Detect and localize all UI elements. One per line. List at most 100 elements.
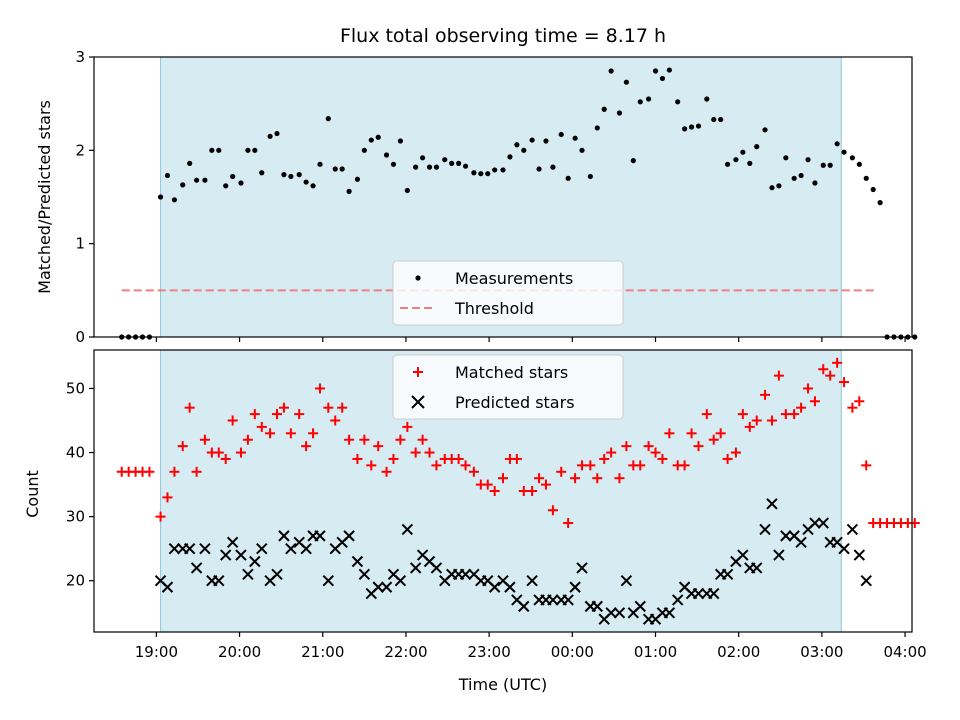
data-point [164, 172, 171, 179]
cross-marker-b [387, 568, 400, 581]
data-point [809, 517, 821, 529]
data-point [854, 396, 865, 407]
x-tick-label: 00:00 [551, 643, 594, 661]
data-point [285, 542, 297, 555]
data-point [317, 161, 323, 167]
data-point [226, 536, 239, 548]
data-point [616, 110, 623, 116]
data-point [161, 581, 174, 593]
data-point [235, 447, 246, 458]
data-point [666, 67, 672, 73]
data-point [404, 187, 410, 194]
data-point [390, 161, 397, 167]
cross-marker-b [401, 523, 414, 536]
data-point [733, 157, 739, 163]
data-point [433, 164, 440, 170]
data-point [373, 441, 384, 452]
data-point [256, 421, 267, 432]
data-point [613, 607, 626, 619]
y-tick-label: 50 [66, 379, 85, 397]
data-point [796, 402, 807, 413]
data-point [310, 183, 316, 189]
data-point [637, 99, 643, 105]
cross-marker-b [358, 568, 371, 581]
data-point [351, 555, 364, 568]
data-point [834, 141, 840, 147]
data-point [459, 568, 472, 581]
data-point [747, 160, 753, 166]
data-point [442, 157, 448, 163]
data-point [870, 186, 876, 193]
data-point [832, 357, 843, 368]
data-point [693, 441, 704, 452]
data-point [751, 415, 762, 426]
data-point [180, 182, 186, 188]
data-point [278, 402, 289, 413]
data-point [759, 523, 771, 536]
data-point [518, 600, 530, 613]
cross-marker-b [409, 562, 422, 574]
data-point [424, 447, 435, 458]
x-tick-label: 04:00 [883, 643, 926, 661]
cross-marker-b [518, 600, 530, 613]
cross-marker-b [430, 562, 443, 574]
data-point [453, 453, 464, 464]
top-panel: 0 1 2 3 Measurements Threshold [75, 48, 918, 346]
data-point [489, 486, 500, 496]
data-point [780, 530, 792, 542]
data-point [209, 147, 215, 153]
data-point [191, 466, 202, 477]
data-point [187, 160, 193, 166]
y-axis-label-top: Matched/Predicted stars [35, 100, 54, 294]
chart-title: Flux total observing time = 8.17 h [340, 25, 666, 47]
cross-marker-b [213, 575, 225, 587]
data-point [199, 434, 210, 445]
data-point [540, 479, 551, 490]
y-tick-label: 20 [66, 572, 85, 590]
data-point [171, 197, 178, 203]
data-point [230, 173, 236, 180]
data-point [601, 106, 607, 112]
data-point [556, 466, 567, 477]
data-point [570, 473, 581, 484]
x-tick-label: 20:00 [218, 643, 261, 661]
data-point [760, 389, 771, 400]
data-point [715, 428, 726, 439]
data-point [242, 568, 254, 581]
cross-marker-b [569, 581, 581, 593]
cross-marker-b [394, 575, 407, 587]
data-point [812, 180, 818, 186]
data-point [621, 441, 632, 452]
data-point [569, 581, 581, 593]
data-point [245, 147, 251, 153]
data-point [249, 555, 261, 568]
cross-marker-b [759, 523, 771, 536]
legend-entry-label: Predicted stars [455, 393, 575, 412]
data-point [563, 518, 574, 529]
data-point [323, 402, 334, 413]
data-point [402, 421, 413, 432]
cross-marker-b [300, 542, 312, 555]
cross-marker-b [773, 549, 785, 561]
data-point [839, 377, 850, 388]
data-point [657, 453, 668, 464]
data-point [271, 568, 283, 581]
y-tick-label: 0 [75, 328, 85, 346]
data-point [220, 453, 231, 464]
data-point [256, 542, 268, 555]
data-point [344, 434, 355, 445]
cross-marker-b [613, 607, 626, 619]
cross-marker-b [678, 581, 691, 593]
data-point [426, 164, 433, 170]
data-point [591, 600, 603, 613]
cross-marker-b [708, 587, 720, 600]
data-point [773, 549, 785, 561]
cross-marker-b [285, 542, 297, 555]
cross-marker-b [423, 555, 436, 568]
data-point [730, 447, 741, 458]
data-point [183, 542, 196, 555]
data-point [594, 125, 600, 131]
bottom-panel: 20 30 40 50 19:00 20:00 21:00 22:00 23:00 00:00 01… [66, 349, 927, 661]
data-point [671, 594, 684, 606]
cross-marker-b [380, 581, 393, 593]
